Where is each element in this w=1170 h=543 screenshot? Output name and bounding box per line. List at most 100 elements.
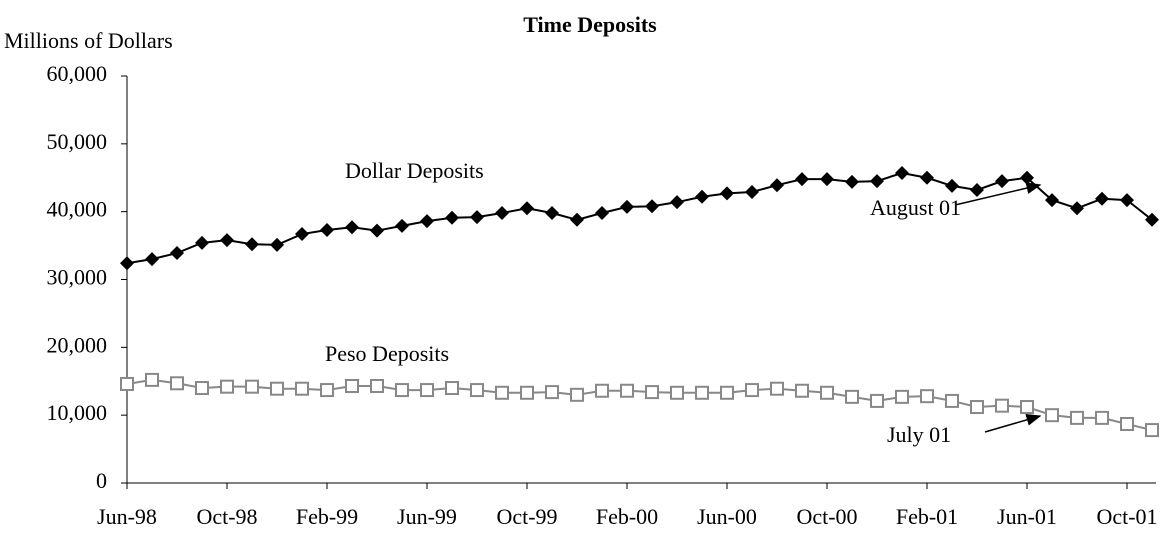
point <box>1070 201 1084 216</box>
point <box>320 222 334 237</box>
x-tick-label: Oct-01 <box>1096 504 1157 529</box>
point <box>220 379 234 394</box>
point <box>1020 170 1034 185</box>
point <box>395 383 409 398</box>
point <box>995 174 1009 189</box>
point <box>220 233 234 248</box>
point <box>170 376 184 391</box>
point <box>495 385 509 400</box>
y-tick-label: 50,000 <box>47 129 108 154</box>
point <box>570 387 584 402</box>
point <box>145 252 159 267</box>
point <box>995 398 1009 413</box>
point <box>970 400 984 415</box>
y-tick-label: 40,000 <box>47 197 108 222</box>
point <box>1145 212 1159 227</box>
point <box>670 195 684 210</box>
x-tick-label: Jun-01 <box>997 504 1057 529</box>
point <box>545 206 559 221</box>
x-tick-label: Feb-01 <box>896 504 958 529</box>
point <box>420 214 434 229</box>
point <box>470 210 484 225</box>
point <box>545 385 559 400</box>
series-line <box>126 171 1153 265</box>
x-tick-label: Jun-99 <box>397 504 457 529</box>
point <box>945 178 959 193</box>
point <box>795 172 809 187</box>
point <box>970 182 984 197</box>
point <box>1120 193 1134 208</box>
point <box>245 237 259 252</box>
y-tick-label: 60,000 <box>47 61 108 86</box>
x-tick-label: Oct-00 <box>796 504 857 529</box>
point <box>1095 191 1109 206</box>
y-axis-label: Millions of Dollars <box>4 28 173 53</box>
point <box>1020 400 1034 415</box>
point <box>295 381 309 396</box>
point <box>145 372 159 387</box>
point <box>645 199 659 214</box>
x-tick-label: Jun-00 <box>697 504 757 529</box>
y-tick-label: 0 <box>96 468 107 493</box>
point <box>770 178 784 193</box>
point <box>720 385 734 400</box>
point <box>620 199 634 214</box>
point <box>945 393 959 408</box>
annotation-arrow <box>954 182 1042 206</box>
point <box>595 383 609 398</box>
point <box>720 186 734 201</box>
point <box>520 201 534 216</box>
point <box>495 206 509 221</box>
point <box>770 381 784 396</box>
point <box>670 385 684 400</box>
point <box>120 256 134 271</box>
point <box>370 223 384 238</box>
point <box>445 381 459 396</box>
point <box>695 189 709 204</box>
chart-title: Time Deposits <box>523 12 657 37</box>
point <box>845 174 859 189</box>
point <box>195 381 209 396</box>
point <box>270 237 284 252</box>
point <box>1095 410 1109 425</box>
point <box>470 383 484 398</box>
point <box>1045 408 1059 423</box>
point <box>745 383 759 398</box>
point <box>520 385 534 400</box>
point <box>1045 193 1059 208</box>
series-label: Dollar Deposits <box>345 158 484 183</box>
point <box>345 378 359 393</box>
point <box>195 235 209 250</box>
point <box>295 227 309 242</box>
point <box>1070 410 1084 425</box>
point <box>620 383 634 398</box>
x-tick-label: Jun-98 <box>97 504 157 529</box>
annotation: July 01 <box>887 422 951 447</box>
point <box>820 385 834 400</box>
point <box>370 378 384 393</box>
point <box>845 389 859 404</box>
point <box>420 383 434 398</box>
point <box>695 385 709 400</box>
x-tick-label: Oct-98 <box>196 504 257 529</box>
point <box>345 220 359 235</box>
point <box>920 389 934 404</box>
point <box>895 166 909 181</box>
y-tick-label: 20,000 <box>47 332 108 357</box>
point <box>870 393 884 408</box>
point <box>1120 416 1134 431</box>
point <box>595 206 609 221</box>
annotation-arrow <box>984 414 1042 433</box>
point <box>120 376 134 391</box>
point <box>645 385 659 400</box>
point <box>1145 423 1159 438</box>
y-tick-label: 30,000 <box>47 265 108 290</box>
point <box>745 184 759 199</box>
point <box>445 210 459 225</box>
point <box>895 389 909 404</box>
point <box>170 246 184 261</box>
y-tick-label: 10,000 <box>47 400 108 425</box>
annotation: August 01 <box>870 195 961 220</box>
x-tick-label: Feb-99 <box>296 504 358 529</box>
